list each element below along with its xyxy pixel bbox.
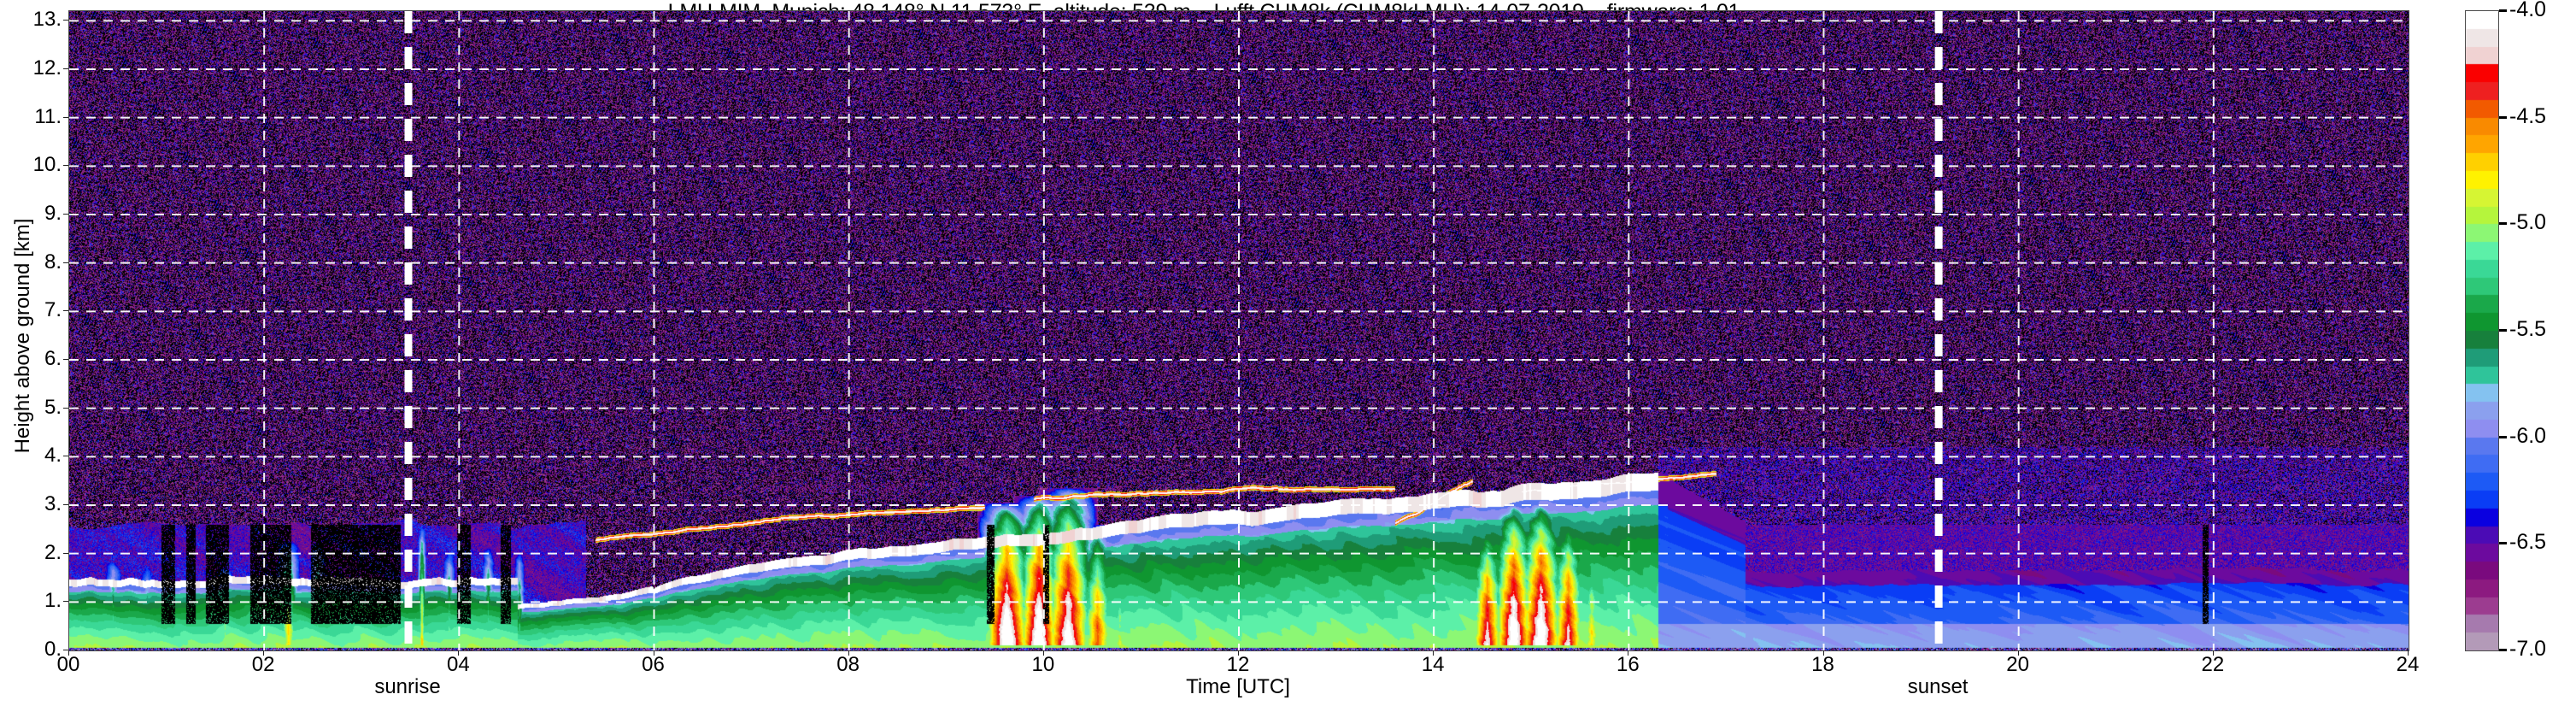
x-tick-22: 22 <box>2201 653 2225 676</box>
x-tick-mark <box>2212 650 2214 656</box>
colorbar-tick--4.0: -4.0 <box>2509 0 2547 21</box>
x-tick-04: 04 <box>446 653 470 676</box>
colorbar-tick-mark <box>2499 435 2507 438</box>
colorbar-tick--4.5: -4.5 <box>2509 103 2547 128</box>
y-tick-mark <box>63 214 68 215</box>
x-tick-mark <box>1433 650 1435 656</box>
y-tick-13: 13. <box>32 8 62 32</box>
y-tick-mark <box>63 116 68 118</box>
colorbar-tick-mark <box>2499 329 2507 332</box>
colorbar-tick-mark <box>2499 649 2507 651</box>
event-label-sunset: sunset <box>1907 675 1969 698</box>
x-tick-mark <box>458 650 460 656</box>
colorbar-tick-mark <box>2499 222 2507 226</box>
x-tick-00: 00 <box>56 653 80 676</box>
y-tick-11: 11. <box>34 104 62 128</box>
y-tick-3: 3. <box>44 492 62 515</box>
x-tick-16: 16 <box>1616 653 1640 676</box>
event-label-sunrise: sunrise <box>374 675 441 698</box>
y-tick-12: 12. <box>32 56 62 79</box>
x-tick-mark <box>2408 650 2409 656</box>
x-tick-mark <box>2017 650 2019 656</box>
x-tick-02: 02 <box>251 653 275 676</box>
x-tick-mark <box>263 650 265 656</box>
x-tick-mark <box>1822 650 1824 656</box>
backscatter-heatmap <box>69 11 2409 650</box>
y-tick-6: 6. <box>44 347 62 370</box>
y-tick-mark <box>63 504 68 505</box>
y-tick-mark <box>63 407 68 409</box>
y-tick-10: 10. <box>32 153 62 177</box>
colorbar-gradient <box>2466 11 2498 650</box>
colorbar-tick--7.0: -7.0 <box>2509 637 2547 661</box>
x-tick-mark <box>848 650 849 656</box>
y-tick-2: 2. <box>44 540 62 564</box>
x-tick-20: 20 <box>2006 653 2029 676</box>
colorbar-tick--5.0: -5.0 <box>2509 210 2547 235</box>
colorbar-tick--5.5: -5.5 <box>2509 317 2547 341</box>
y-tick-1: 1. <box>44 589 62 613</box>
x-tick-mark <box>1238 650 1239 656</box>
y-tick-8: 8. <box>44 250 62 274</box>
colorbar-tick-mark <box>2499 9 2507 12</box>
y-tick-5: 5. <box>44 395 62 419</box>
x-tick-18: 18 <box>1811 653 1834 676</box>
x-tick-14: 14 <box>1421 653 1445 676</box>
x-tick-08: 08 <box>836 653 860 676</box>
colorbar-tick--6.5: -6.5 <box>2509 530 2547 555</box>
x-tick-mark <box>1042 650 1044 656</box>
y-tick-mark <box>63 20 68 21</box>
y-tick-4: 4. <box>44 444 62 468</box>
x-axis-label: Time [UTC] <box>1186 675 1290 698</box>
colorbar-tick-mark <box>2499 542 2507 545</box>
y-tick-9: 9. <box>44 202 62 225</box>
colorbar-tick-mark <box>2499 115 2507 119</box>
y-tick-mark <box>63 165 68 167</box>
x-tick-12: 12 <box>1226 653 1250 676</box>
y-tick-0: 0. <box>44 638 62 661</box>
colorbar-tick--6.0: -6.0 <box>2509 423 2547 448</box>
y-tick-mark <box>63 601 68 603</box>
y-tick-mark <box>63 552 68 554</box>
x-tick-06: 06 <box>642 653 665 676</box>
y-tick-7: 7. <box>44 298 62 322</box>
x-tick-24: 24 <box>2396 653 2420 676</box>
y-tick-mark <box>63 359 68 360</box>
y-tick-mark <box>63 310 68 312</box>
x-tick-10: 10 <box>1031 653 1055 676</box>
y-tick-mark <box>63 262 68 263</box>
colorbar[interactable] <box>2465 10 2499 651</box>
x-tick-mark <box>68 650 69 656</box>
plot-area[interactable] <box>68 10 2409 651</box>
y-tick-mark <box>63 68 68 69</box>
